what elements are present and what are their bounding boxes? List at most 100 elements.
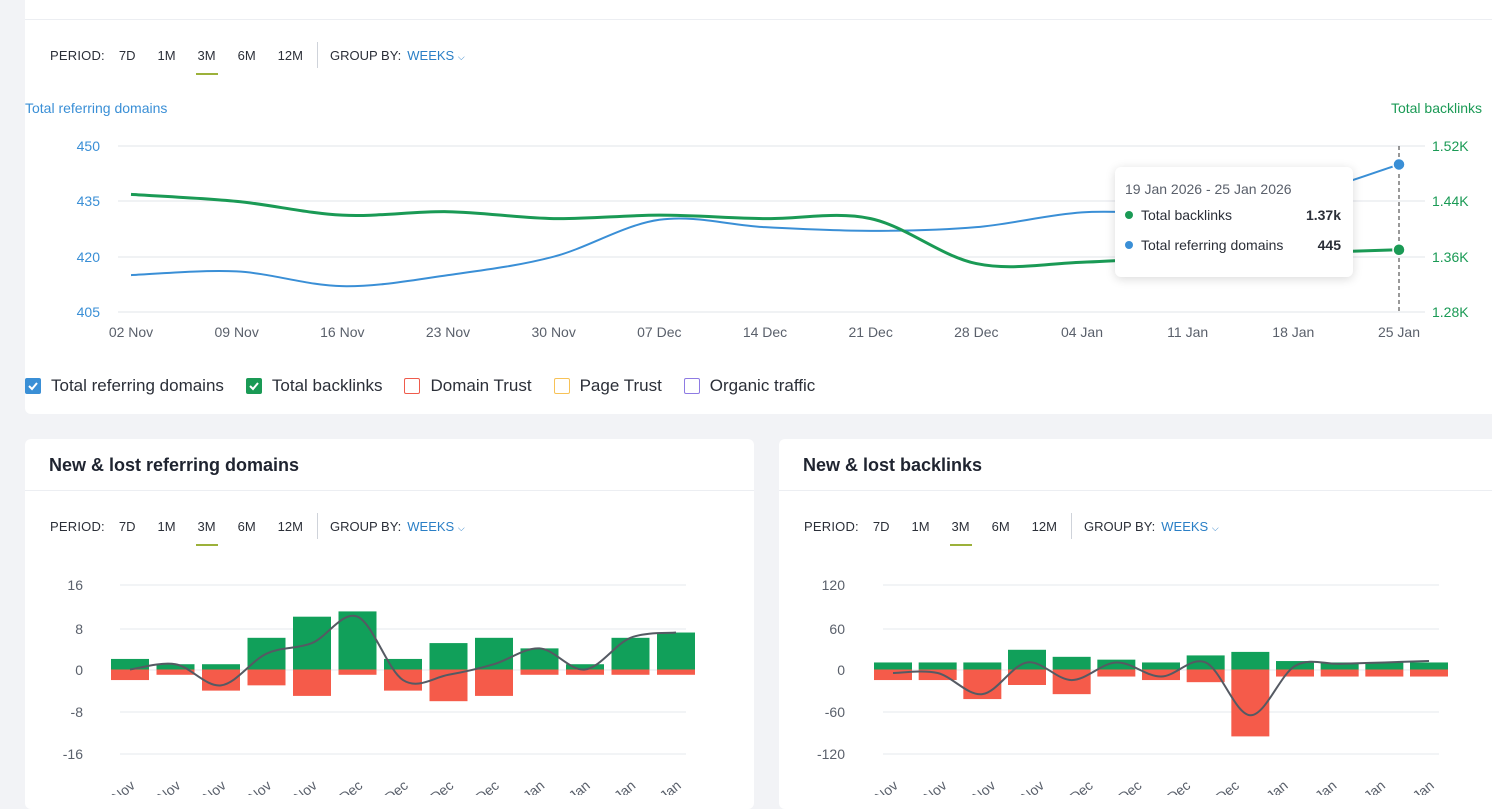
net-line — [129, 614, 677, 687]
x-tick-label: Nov — [200, 777, 229, 795]
period-6m[interactable]: 6M — [991, 518, 1010, 534]
bar-new — [384, 658, 422, 670]
period-1m[interactable]: 1M — [157, 518, 176, 534]
period-7d[interactable]: 7D — [118, 47, 136, 63]
legend-backlinks[interactable]: Total backlinks — [245, 376, 383, 396]
new-lost-backlinks-card: New & lost backlinks — [779, 439, 1492, 809]
legend-referring-domains[interactable]: Total referring domains — [25, 376, 224, 396]
x-tick-label: Dec — [473, 777, 502, 795]
period-6m[interactable]: 6M — [237, 518, 256, 534]
y-tick-label: -8 — [71, 704, 84, 720]
x-tick-label: Nov — [245, 777, 274, 795]
x-tick-label: 28 Dec — [954, 324, 998, 340]
x-tick-label: 5 Jan — [647, 777, 684, 795]
new-lost-domains-chart: 16 8 0 -8 -16 Nov Nov Nov Nov Nov 7 Dec Dec Dec Dec 4 … — [63, 577, 695, 795]
bar-lost — [918, 669, 957, 681]
tooltip-date: 19 Jan 2026 - 25 Jan 2026 — [1125, 181, 1292, 197]
bar-new — [1231, 651, 1270, 670]
y-tick-label: 420 — [77, 249, 101, 265]
x-tick-label: 04 Jan — [1061, 324, 1103, 340]
period-12m[interactable]: 12M — [277, 47, 303, 63]
bar-lost — [611, 669, 650, 675]
legend-organic-traffic[interactable]: Organic traffic — [683, 376, 816, 396]
legend-label: Domain Trust — [430, 376, 532, 395]
x-tick-label: 02 Nov — [109, 324, 153, 340]
right-axis-title: Total backlinks — [1390, 100, 1482, 116]
legend-label: Organic traffic — [709, 376, 816, 395]
period-label: PERIOD: — [804, 518, 859, 534]
series-point — [1392, 157, 1406, 172]
x-tick-label: Dec — [382, 777, 411, 795]
group-by-label: GROUP BY: — [329, 47, 402, 63]
y2-tick-label: 1.36K — [1432, 249, 1469, 265]
legend-domain-trust[interactable]: Domain Trust — [404, 376, 532, 396]
checkbox-icon[interactable] — [404, 378, 421, 394]
x-tick-label: Dec — [1066, 777, 1095, 795]
y-tick-label: 8 — [75, 621, 83, 637]
checkbox-icon[interactable] — [683, 378, 700, 394]
y-tick-label: 435 — [77, 193, 101, 209]
x-tick-label: Nov — [154, 777, 183, 795]
group-by-label: GROUP BY: — [329, 518, 402, 534]
bar-new — [1008, 649, 1046, 670]
bar-lost — [338, 669, 377, 675]
x-tick-label: Nov — [291, 777, 320, 795]
group-by-value: WEEKS — [1161, 518, 1209, 534]
legend-label: Total backlinks — [271, 376, 383, 395]
bar-lost — [1276, 669, 1314, 677]
period-12m[interactable]: 12M — [1031, 518, 1057, 534]
period-12m[interactable]: 12M — [277, 518, 303, 534]
new-lost-domains-card: New & lost referring domains — [25, 439, 754, 809]
x-tick-label: 21 Dec — [848, 324, 892, 340]
y-tick-label: -16 — [63, 746, 83, 762]
y-tick-label: -60 — [825, 704, 845, 720]
x-tick-label: Dec — [427, 777, 456, 795]
period-6m[interactable]: 6M — [237, 47, 256, 63]
x-tick-label: Nov — [1018, 777, 1047, 795]
y2-tick-label: 1.44K — [1432, 193, 1469, 209]
x-tick-label: 25 Jan — [1378, 324, 1420, 340]
period-label: PERIOD: — [50, 47, 105, 63]
period-7d[interactable]: 7D — [872, 518, 890, 534]
tooltip-label: Total referring domains — [1141, 237, 1284, 253]
bar-new — [338, 611, 377, 670]
x-tick-label: Dec — [1164, 777, 1193, 795]
checkbox-checked-icon[interactable] — [25, 378, 41, 394]
bar-lost — [247, 669, 286, 686]
x-tick-label: Dec — [1115, 777, 1144, 795]
bar-new — [520, 648, 559, 670]
checkbox-icon[interactable] — [553, 378, 570, 394]
bar-new — [1142, 662, 1180, 670]
checkbox-checked-icon[interactable] — [245, 378, 262, 394]
y-tick-label: 450 — [77, 138, 101, 154]
left-axis-title: Total referring domains — [25, 100, 168, 116]
panel-title: New & lost backlinks — [803, 455, 983, 475]
period-1m[interactable]: 1M — [911, 518, 930, 534]
tooltip-row-backlinks: Total backlinks 1.37k — [1125, 207, 1341, 223]
period-3m[interactable]: 3M — [195, 518, 218, 546]
period-3m[interactable]: 3M — [949, 518, 972, 546]
period-7d[interactable]: 7D — [118, 518, 136, 534]
period-1m[interactable]: 1M — [157, 47, 176, 63]
legend-label: Page Trust — [579, 376, 662, 395]
group-by-value: WEEKS — [407, 518, 455, 534]
bar-lost — [202, 669, 240, 691]
y-tick-label: -120 — [817, 746, 845, 762]
y-tick-label: 405 — [77, 304, 101, 320]
bar-new — [963, 662, 1002, 670]
legend-page-trust[interactable]: Page Trust — [553, 376, 662, 396]
group-by-dropdown[interactable]: WEEKS ⌵ — [407, 48, 464, 63]
bar-lost — [156, 669, 195, 675]
group-by-dropdown[interactable]: WEEKS ⌵ — [1161, 519, 1218, 534]
net-line — [892, 660, 1430, 717]
group-by-dropdown[interactable]: WEEKS ⌵ — [407, 519, 464, 534]
separator — [316, 42, 318, 68]
tooltip-row-domains: Total referring domains 445 — [1125, 237, 1341, 253]
chart-tooltip: 19 Jan 2026 - 25 Jan 2026 Total backlink… — [1115, 167, 1353, 277]
bar-lost — [874, 669, 912, 681]
x-tick-label: 09 Nov — [214, 324, 258, 340]
y-tick-label: 0 — [837, 662, 845, 678]
period-3m[interactable]: 3M — [195, 47, 218, 75]
bar-new — [429, 643, 468, 670]
y-tick-label: 60 — [829, 621, 845, 637]
